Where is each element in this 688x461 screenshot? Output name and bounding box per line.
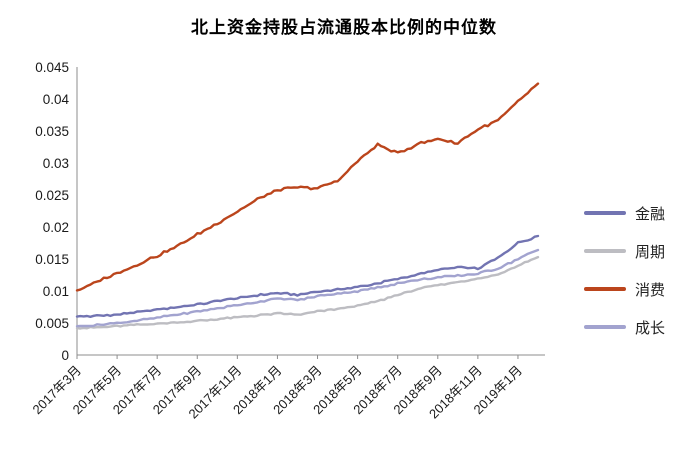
legend-item-cyclical: 周期	[584, 232, 684, 270]
legend-swatch-cyclical	[584, 249, 626, 253]
legend-item-consumer: 消费	[584, 270, 684, 308]
y-tick-label: 0.04	[43, 92, 70, 107]
series-line-成长	[75, 248, 540, 328]
legend-label-cyclical: 周期	[635, 243, 666, 261]
legend-label-growth: 成长	[635, 319, 666, 337]
legend-swatch-consumer	[584, 287, 626, 291]
y-tick-label: 0.045	[35, 60, 69, 75]
y-tick-label: 0.025	[35, 188, 69, 203]
series-line-周期	[75, 255, 540, 330]
legend: 金融 周期 消费 成长	[584, 194, 684, 346]
legend-label-finance: 金融	[635, 205, 666, 223]
legend-swatch-finance	[584, 211, 626, 215]
legend-swatch-growth	[584, 325, 626, 329]
y-tick-label: 0.01	[43, 284, 69, 299]
y-tick-label: 0	[61, 348, 69, 363]
y-tick-label: 0.03	[43, 156, 69, 171]
y-tick-label: 0.035	[35, 124, 69, 139]
legend-item-finance: 金融	[584, 194, 684, 232]
chart-title: 北上资金持股占流通股本比例的中位数	[191, 18, 497, 37]
y-tick-label: 0.015	[35, 252, 69, 267]
series-line-消费	[75, 82, 540, 292]
y-tick-label: 0.02	[43, 220, 69, 235]
legend-label-consumer: 消费	[635, 281, 666, 299]
y-tick-label: 0.005	[35, 316, 69, 331]
legend-item-growth: 成长	[584, 308, 684, 346]
series-line-金融	[75, 234, 540, 318]
